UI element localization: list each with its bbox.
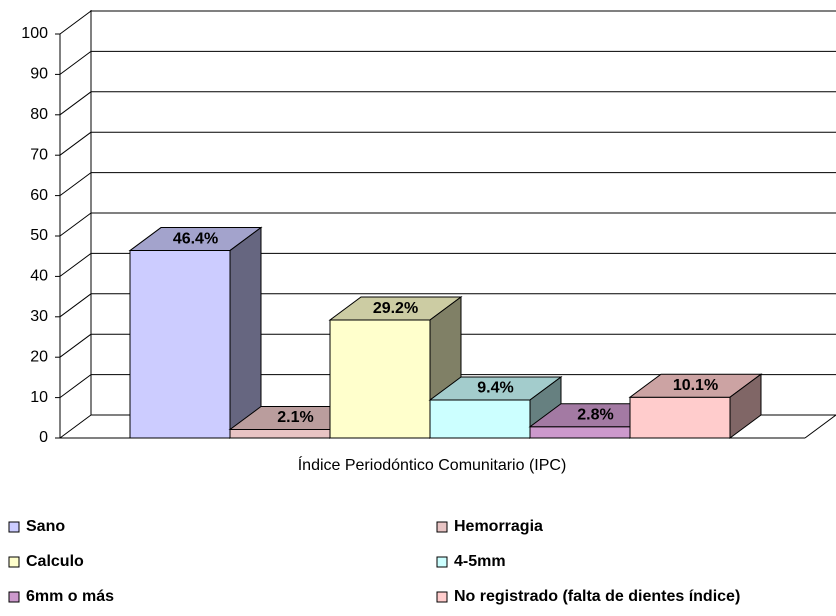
grid-diagonal <box>59 50 92 75</box>
y-tick-label: 40 <box>30 268 48 285</box>
y-tick-label: 100 <box>21 25 48 42</box>
legend-label: Calculo <box>26 553 84 570</box>
y-tick-label: 0 <box>39 429 48 446</box>
value-label: 2.1% <box>277 409 313 426</box>
grid-diagonal <box>59 91 92 116</box>
value-label: 10.1% <box>673 377 718 394</box>
legend-swatch <box>8 521 20 533</box>
bar-side <box>729 373 762 439</box>
y-tick-label: 50 <box>30 227 48 244</box>
y-tick-label: 20 <box>30 348 48 365</box>
legend-label: Hemorragia <box>454 518 543 535</box>
bar-front <box>129 250 231 439</box>
grid-diagonal <box>59 333 92 358</box>
y-tick-label: 30 <box>30 308 48 325</box>
grid-diagonal <box>59 212 92 237</box>
bar-front <box>229 429 331 439</box>
legend-swatch <box>436 591 448 603</box>
floor-right <box>804 414 836 439</box>
grid-diagonal <box>59 374 92 399</box>
legend-label: Sano <box>26 518 65 535</box>
value-label: 9.4% <box>477 380 513 397</box>
grid-diagonal <box>59 252 92 277</box>
value-label: 46.4% <box>173 230 218 247</box>
legend-swatch <box>8 556 20 568</box>
grid-diagonal <box>59 10 92 35</box>
y-tick-label: 60 <box>30 187 48 204</box>
y-tick-label: 70 <box>30 146 48 163</box>
y-tick-label: 10 <box>30 389 48 406</box>
y-tick-label: 80 <box>30 106 48 123</box>
value-label: 29.2% <box>373 300 418 317</box>
bar-front <box>629 396 731 439</box>
legend-label: No registrado (falta de dientes índice) <box>454 588 740 605</box>
bar-side <box>229 226 262 439</box>
bar-front <box>329 319 431 439</box>
legend-label: 4-5mm <box>454 553 506 570</box>
legend-swatch <box>436 556 448 568</box>
grid-diagonal <box>59 131 92 156</box>
x-category-label: Índice Periodóntico Comunitario (IPC) <box>298 455 567 474</box>
grid-diagonal <box>59 293 92 318</box>
legend-swatch <box>436 521 448 533</box>
legend-swatch <box>8 591 20 603</box>
value-label: 2.8% <box>577 406 613 423</box>
y-tick-label: 90 <box>30 66 48 83</box>
bar-front <box>529 426 631 439</box>
bar-front <box>429 399 531 439</box>
grid-diagonal <box>59 414 92 439</box>
legend-label: 6mm o más <box>26 588 114 605</box>
grid-diagonal <box>59 172 92 197</box>
